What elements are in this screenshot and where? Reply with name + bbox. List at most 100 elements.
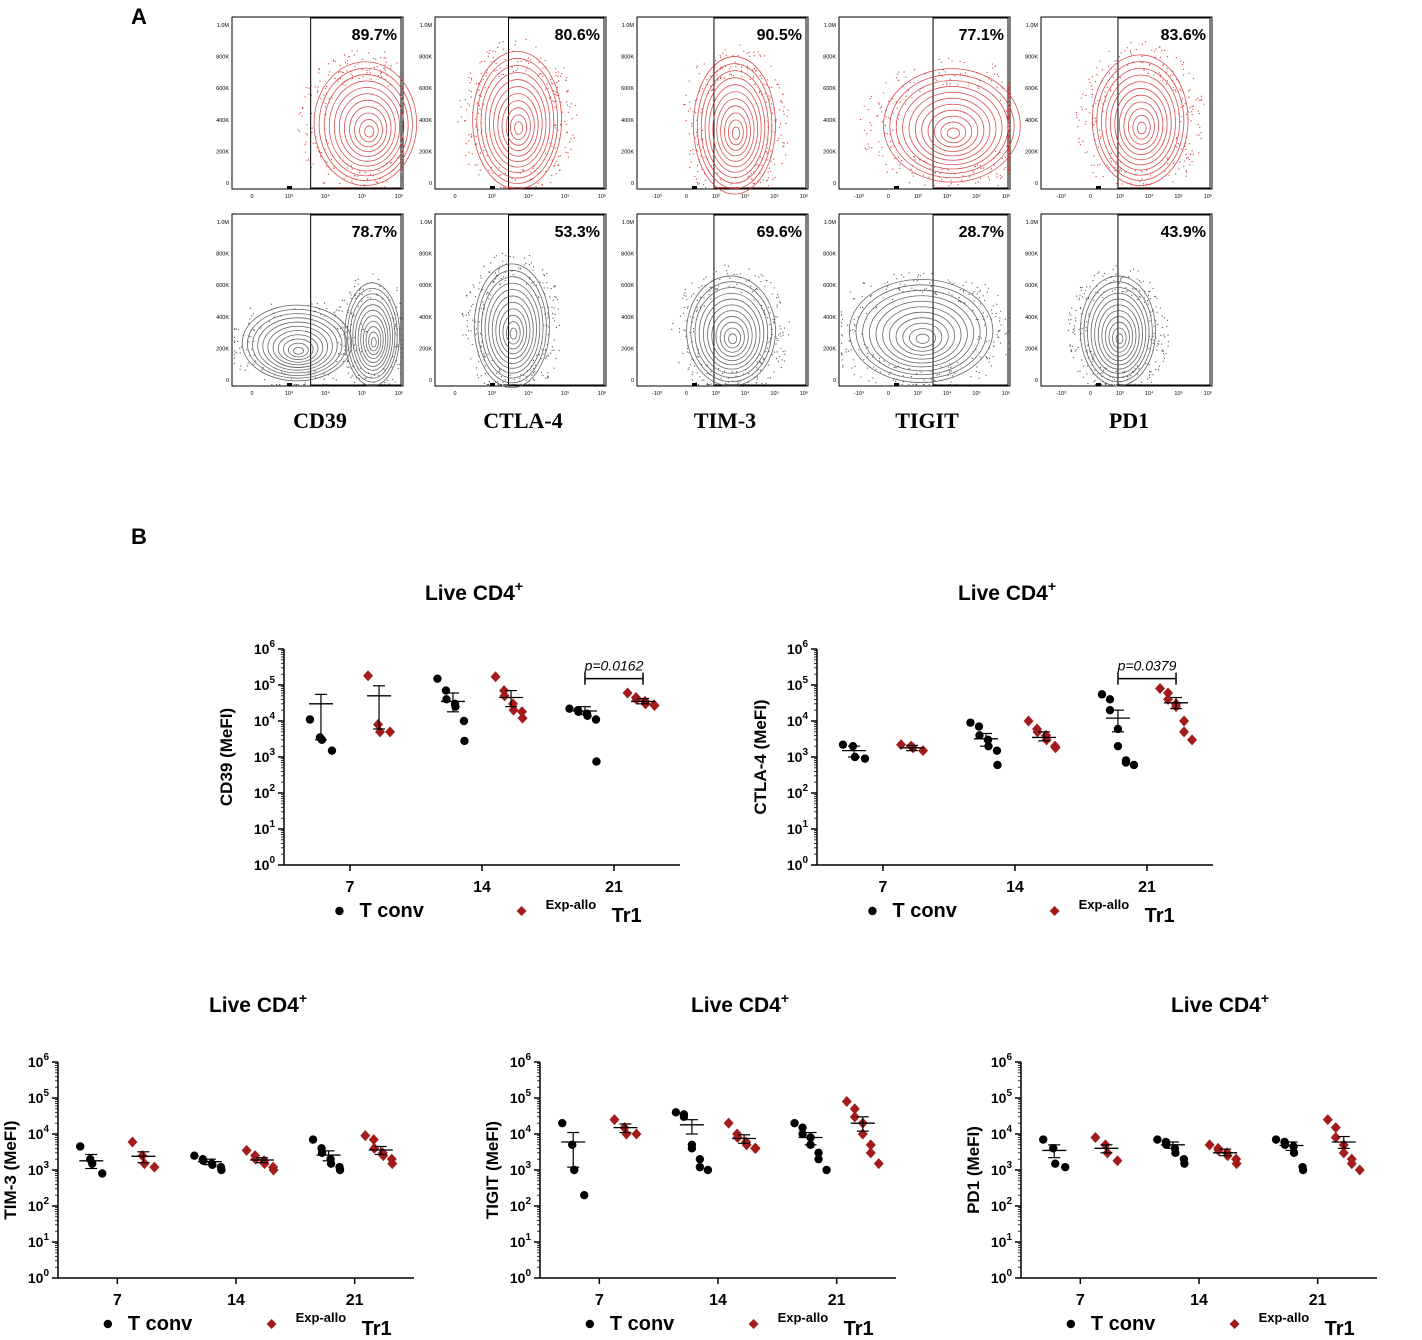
event-dot <box>553 286 555 288</box>
y-tick-label: 103 <box>991 1160 1013 1178</box>
event-dot <box>544 59 546 62</box>
y-tick-exponent: 6 <box>43 1052 49 1063</box>
event-dot <box>941 75 943 77</box>
x-tick-label: 10⁴ <box>321 390 330 397</box>
event-dot <box>547 333 549 335</box>
event-dot <box>401 91 403 93</box>
event-dot <box>948 57 950 59</box>
data-point-tr1 <box>490 671 501 683</box>
contour-line <box>868 295 975 372</box>
contour-line <box>370 337 377 348</box>
event-dot <box>759 54 761 56</box>
event-dot <box>853 374 855 376</box>
event-dot <box>762 187 764 189</box>
event-dot <box>553 307 555 309</box>
event-dot <box>714 384 716 386</box>
event-dot <box>331 97 333 99</box>
event-dot <box>922 87 924 89</box>
event-dot <box>1129 384 1131 386</box>
event-dot <box>1008 149 1010 151</box>
event-dot <box>1192 154 1194 156</box>
event-dot <box>922 291 924 293</box>
event-dot <box>567 156 569 158</box>
event-dot <box>945 82 948 84</box>
contour-line <box>1109 81 1172 166</box>
event-dot <box>747 65 749 67</box>
event-dot <box>498 174 500 176</box>
event-dot <box>560 124 562 126</box>
event-dot <box>911 172 913 174</box>
gate-percentage: 69.6% <box>757 224 802 241</box>
event-dot <box>486 72 488 74</box>
event-dot <box>484 60 486 62</box>
event-dot <box>683 306 686 309</box>
data-point-tr1 <box>369 1142 380 1154</box>
x-tick-label: -10³ <box>652 391 662 397</box>
x-tick-label: 10⁶ <box>1204 390 1212 397</box>
event-dot <box>300 112 302 114</box>
event-dot <box>506 263 508 265</box>
event-dot <box>753 384 755 386</box>
event-dot <box>1120 278 1122 280</box>
event-dot <box>1104 383 1106 385</box>
contour-line <box>364 125 375 138</box>
event-dot <box>315 136 317 138</box>
chart-title-text: Live CD4 <box>1171 994 1261 1017</box>
y-tick-label: 200K <box>419 149 432 155</box>
event-dot <box>725 54 727 56</box>
event-dot <box>385 57 387 59</box>
event-dot <box>386 181 388 183</box>
event-dot <box>1069 344 1071 346</box>
event-dot <box>1180 106 1182 108</box>
event-dot <box>761 382 763 384</box>
marker-label-pd1: PD1 <box>1109 408 1149 433</box>
event-dot <box>268 320 270 323</box>
event-dot <box>728 285 730 287</box>
event-dot <box>552 100 554 102</box>
event-dot <box>684 103 686 105</box>
event-dot <box>308 93 310 95</box>
event-dot <box>898 167 900 169</box>
event-dot <box>324 106 327 108</box>
event-dot <box>1080 333 1082 335</box>
event-dot <box>1139 181 1141 183</box>
event-dot <box>376 187 378 189</box>
event-dot <box>1192 105 1194 107</box>
data-point-tr1 <box>127 1136 138 1148</box>
event-dot <box>1162 350 1164 352</box>
event-dot <box>235 352 237 354</box>
event-dot <box>1132 288 1134 290</box>
event-dot <box>883 360 885 362</box>
event-dot <box>886 133 888 135</box>
event-dot <box>870 295 872 297</box>
event-dot <box>498 370 500 373</box>
event-dot <box>1109 89 1112 91</box>
event-dot <box>342 360 344 363</box>
event-dot <box>1156 311 1158 313</box>
event-dot <box>881 146 883 149</box>
event-dot <box>336 361 338 363</box>
event-dot <box>530 59 532 61</box>
event-dot <box>538 354 540 356</box>
event-dot <box>483 307 485 309</box>
event-dot <box>1185 148 1187 150</box>
event-dot <box>343 187 345 189</box>
event-dot <box>239 352 241 354</box>
contour-line <box>502 314 524 350</box>
event-dot <box>710 298 712 300</box>
event-dot <box>1105 367 1107 369</box>
event-dot <box>554 285 556 287</box>
event-dot <box>1097 272 1099 274</box>
event-dot <box>971 282 973 284</box>
event-dot <box>470 96 472 98</box>
event-dot <box>488 298 490 300</box>
event-dot <box>779 332 781 334</box>
y-tick-exponent: 6 <box>525 1052 531 1063</box>
event-dot <box>1087 344 1089 346</box>
event-dot <box>741 75 743 77</box>
event-dot <box>335 314 337 316</box>
event-dot <box>317 86 319 88</box>
event-dot <box>1188 97 1190 99</box>
